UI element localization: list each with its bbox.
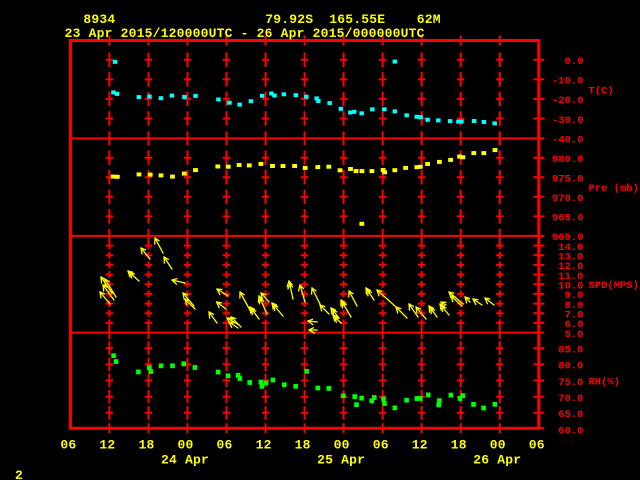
svg-text:06: 06 xyxy=(529,437,545,452)
svg-text:975.0: 975.0 xyxy=(552,174,584,186)
svg-text:Pre (mb): Pre (mb) xyxy=(589,183,639,195)
svg-text:SPD(MPS): SPD(MPS) xyxy=(589,280,639,292)
svg-text:62M: 62M xyxy=(417,12,441,27)
svg-text:6.0: 6.0 xyxy=(565,319,584,331)
svg-text:65.0: 65.0 xyxy=(558,409,583,421)
svg-text:85.0: 85.0 xyxy=(558,345,583,357)
svg-text:25 Apr: 25 Apr xyxy=(317,452,365,467)
svg-text:06: 06 xyxy=(216,437,232,452)
svg-text:12: 12 xyxy=(412,437,428,452)
svg-text:18: 18 xyxy=(138,437,154,452)
svg-text:-20.0: -20.0 xyxy=(552,95,584,107)
svg-text:165.55E: 165.55E xyxy=(329,12,385,27)
svg-text:00: 00 xyxy=(490,437,506,452)
svg-text:T(C): T(C) xyxy=(589,85,614,97)
svg-text:8934: 8934 xyxy=(83,12,115,27)
svg-text:80.0: 80.0 xyxy=(558,361,583,373)
svg-text:79.92S: 79.92S xyxy=(265,12,313,27)
svg-text:10.0: 10.0 xyxy=(558,281,583,293)
svg-text:23 Apr 2015/120000UTC - 26 Ap: 23 Apr 2015/120000UTC - 26 Apr 2015/0000… xyxy=(65,26,425,41)
svg-text:12.0: 12.0 xyxy=(558,261,583,273)
svg-text:-10.0: -10.0 xyxy=(552,76,584,88)
svg-text:0.0: 0.0 xyxy=(565,56,584,68)
svg-text:06: 06 xyxy=(60,437,76,452)
svg-text:8.0: 8.0 xyxy=(565,300,584,312)
svg-text:14.0: 14.0 xyxy=(558,242,583,254)
svg-text:60.0: 60.0 xyxy=(558,425,583,437)
svg-text:2: 2 xyxy=(15,468,23,480)
svg-text:18: 18 xyxy=(295,437,311,452)
svg-text:980.0: 980.0 xyxy=(552,154,584,166)
svg-text:970.0: 970.0 xyxy=(552,193,584,205)
svg-text:26 Apr: 26 Apr xyxy=(473,452,521,467)
svg-text:960.0: 960.0 xyxy=(552,232,584,244)
svg-text:13.0: 13.0 xyxy=(558,252,583,264)
svg-text:7.0: 7.0 xyxy=(565,310,584,322)
svg-text:70.0: 70.0 xyxy=(558,393,583,405)
svg-text:965.0: 965.0 xyxy=(552,213,584,225)
svg-text:00: 00 xyxy=(177,437,193,452)
svg-text:06: 06 xyxy=(373,437,389,452)
svg-text:11.0: 11.0 xyxy=(558,271,583,283)
svg-text:18: 18 xyxy=(451,437,467,452)
svg-text:24 Apr: 24 Apr xyxy=(161,452,209,467)
svg-text:9.0: 9.0 xyxy=(565,290,584,302)
svg-text:5.0: 5.0 xyxy=(565,329,584,341)
svg-text:12: 12 xyxy=(99,437,115,452)
svg-text:75.0: 75.0 xyxy=(558,377,583,389)
svg-text:12: 12 xyxy=(256,437,272,452)
svg-text:-40.0: -40.0 xyxy=(552,135,584,147)
svg-text:RH(%): RH(%) xyxy=(589,377,621,389)
svg-text:00: 00 xyxy=(334,437,350,452)
svg-text:-30.0: -30.0 xyxy=(552,115,584,127)
